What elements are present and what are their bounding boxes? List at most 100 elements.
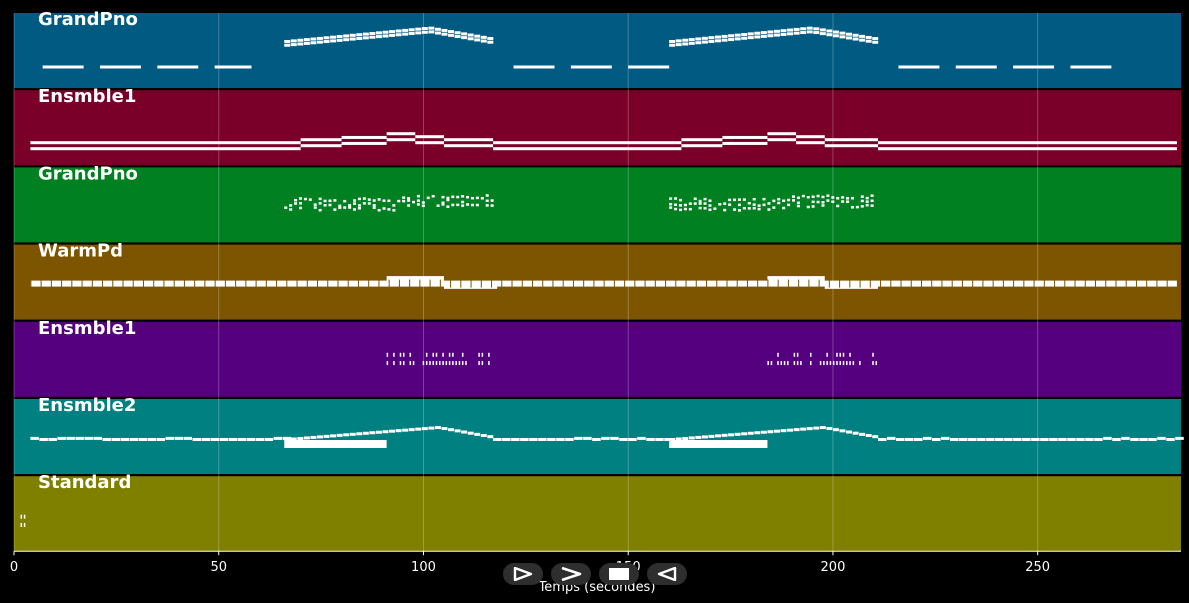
note [681,144,723,148]
note [538,438,547,441]
note [353,202,357,205]
note [328,199,332,203]
note [762,197,766,201]
note [353,208,357,211]
note [752,197,756,201]
note [669,43,676,47]
note [298,197,302,200]
note [456,195,460,199]
note [715,39,721,43]
note [767,202,771,205]
note [434,27,441,31]
note [23,522,26,527]
stop-button[interactable] [599,563,639,585]
note [832,34,839,38]
note [792,195,795,198]
note [425,352,428,357]
note [389,30,396,34]
note-gap [1135,279,1137,288]
note [431,195,435,198]
note [415,27,422,31]
rewind-button[interactable] [647,563,687,585]
note-gap [583,279,585,288]
note [461,430,468,434]
note [409,361,412,366]
note [303,436,310,440]
note-gap [470,279,472,288]
note [452,352,454,357]
note [399,352,402,357]
note [819,28,826,32]
play-button[interactable] [503,563,543,585]
note [850,196,854,200]
note [1013,65,1055,69]
note-gap [726,279,728,288]
note [682,436,689,440]
note [806,30,813,34]
note [777,201,781,205]
note [458,361,461,366]
note [318,197,322,201]
note [810,352,812,357]
note [289,204,293,207]
note [165,436,175,440]
note [475,203,479,207]
note [448,30,454,34]
note [99,65,141,69]
note [353,199,357,202]
note [832,30,839,34]
note [387,199,391,203]
note [289,208,293,211]
note [480,35,487,39]
note [1070,65,1112,69]
note [846,32,853,36]
note [356,36,363,40]
note [338,206,342,210]
note-gap [900,279,902,288]
note [721,34,728,38]
note-gap [716,279,718,288]
note-gap [153,279,155,288]
note-gap [818,279,820,288]
note [959,438,968,441]
note-gap [1002,279,1004,288]
note [273,436,283,440]
note [846,197,850,200]
note-gap [1095,279,1097,288]
track-lane [14,321,1181,397]
note [174,436,184,440]
note [767,430,774,434]
note [362,36,369,40]
note [183,436,193,440]
note-gap [1074,279,1076,288]
note [601,436,610,440]
note [777,197,781,201]
note [826,352,828,357]
note [428,26,435,30]
note [819,32,826,36]
note [796,196,800,200]
note [637,436,646,440]
note [298,202,302,205]
note [415,141,444,145]
note [819,361,822,366]
note [859,432,866,436]
note [793,31,800,35]
note [832,428,839,432]
note [846,36,853,40]
note [318,208,322,212]
note [147,438,156,441]
note-gap [521,279,523,288]
track-notes [30,276,1177,289]
note [428,30,435,34]
forward-button[interactable] [551,563,591,585]
track-notes [42,26,1112,69]
note-gap [593,279,595,288]
note [485,194,489,197]
note [343,34,350,38]
note [793,361,796,366]
note [439,361,441,366]
note-gap [777,279,779,288]
note [695,435,702,439]
note [721,433,728,437]
